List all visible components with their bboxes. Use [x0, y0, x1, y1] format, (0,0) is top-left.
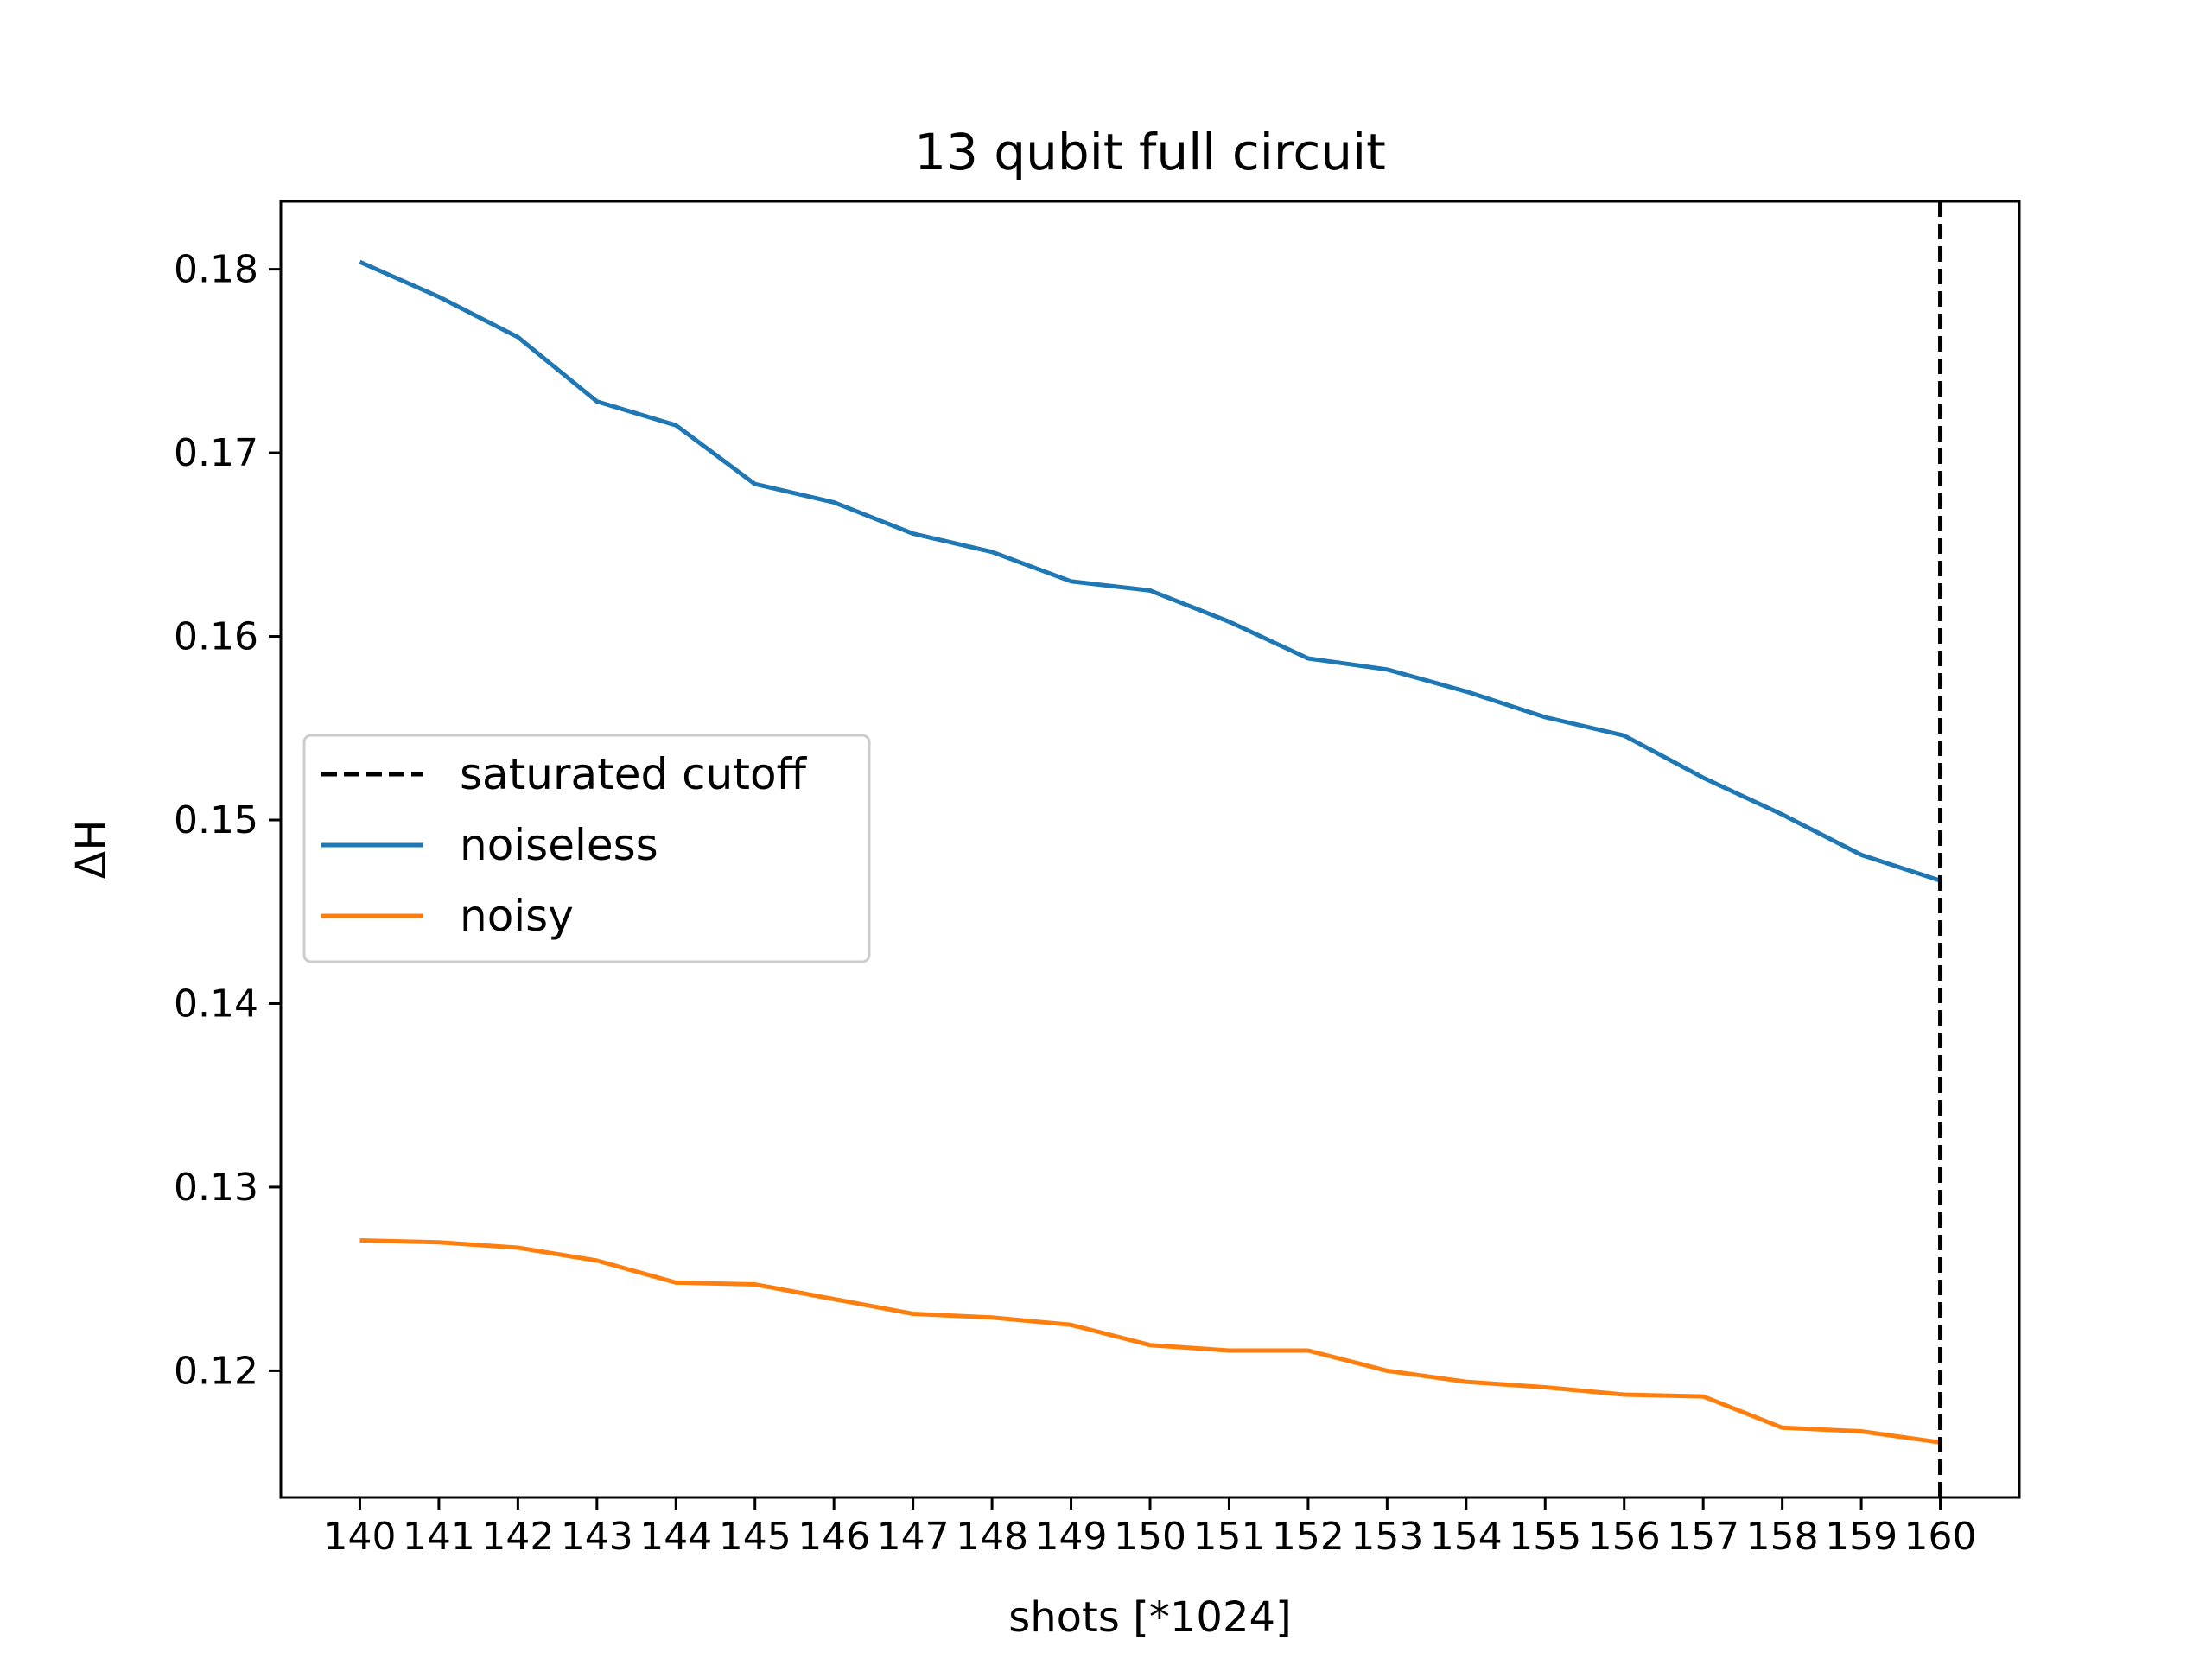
x-axis-label: shots [*1024] — [1008, 1593, 1292, 1642]
x-tick-label: 151 — [1192, 1515, 1265, 1559]
series-line-noisy — [359, 1238, 1941, 1445]
y-tick-label: 0.16 — [174, 615, 258, 659]
x-tick-label: 141 — [403, 1515, 475, 1559]
x-tick-label: 160 — [1904, 1515, 1977, 1559]
chart-title: 13 qubit full circuit — [914, 123, 1386, 181]
x-axis: 140 141 142 143 144 145 146 147 148 149 150 151 152 1… — [323, 1497, 1977, 1559]
legend-label-noiseless: noiseless — [460, 820, 658, 870]
x-tick-label: 142 — [481, 1515, 554, 1559]
legend: saturated cutoff noiseless noisy — [302, 734, 871, 963]
x-tick-label: 152 — [1272, 1515, 1344, 1559]
legend-label-noisy: noisy — [460, 891, 574, 941]
y-tick-label: 0.13 — [174, 1166, 258, 1210]
y-tick-label: 0.15 — [174, 798, 258, 842]
x-tick-label: 146 — [798, 1515, 870, 1559]
y-tick-label: 0.14 — [174, 982, 258, 1026]
x-tick-label: 140 — [323, 1515, 396, 1559]
x-tick-label: 147 — [877, 1515, 950, 1559]
x-tick-label: 148 — [956, 1515, 1028, 1559]
y-axis-label: ΔH — [67, 820, 116, 880]
x-tick-label: 150 — [1114, 1515, 1186, 1559]
x-tick-label: 156 — [1588, 1515, 1661, 1559]
y-tick-label: 0.18 — [174, 248, 258, 292]
y-tick-label: 0.12 — [174, 1349, 258, 1393]
y-tick-label: 0.17 — [174, 431, 258, 475]
x-tick-label: 143 — [561, 1515, 633, 1559]
legend-label-saturated-cutoff: saturated cutoff — [460, 749, 808, 799]
legend-box — [302, 734, 871, 963]
y-axis: 0.12 0.13 0.14 0.15 0.16 0.17 0.18 — [174, 248, 281, 1393]
x-tick-label: 158 — [1746, 1515, 1819, 1559]
plot-area — [359, 201, 1943, 1497]
x-tick-label: 144 — [639, 1515, 712, 1559]
x-tick-label: 154 — [1430, 1515, 1503, 1559]
x-tick-label: 149 — [1035, 1515, 1108, 1559]
series-line-noiseless — [359, 259, 1942, 883]
x-tick-label: 159 — [1825, 1515, 1897, 1559]
x-tick-label: 157 — [1667, 1515, 1739, 1559]
x-tick-label: 155 — [1509, 1515, 1581, 1559]
x-tick-label: 145 — [719, 1515, 791, 1559]
x-tick-label: 153 — [1351, 1515, 1423, 1559]
